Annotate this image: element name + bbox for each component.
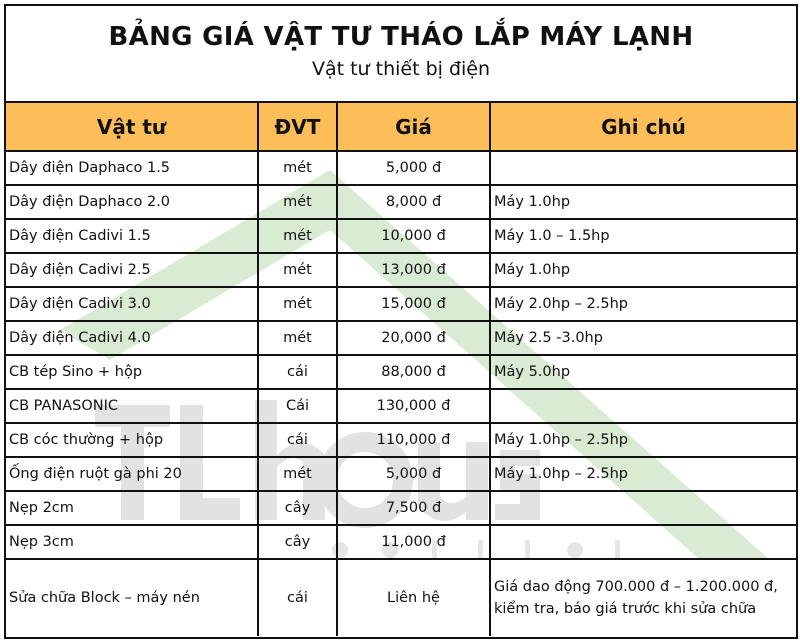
- table-row: CB cóc thường + hộp cái 110,000 đ Máy 1.0hp…: [6, 422, 796, 458]
- cell-unit: mét: [257, 456, 338, 492]
- header-note: Ghi chú: [489, 103, 796, 152]
- cell-unit: mét: [257, 320, 338, 356]
- table-row: Nẹp 3cm cây 11,000 đ: [6, 524, 796, 560]
- table-row: Nẹp 2cm cây 7,500 đ: [6, 490, 796, 526]
- table-row: Sửa chữa Block – máy nén cái Liên hệ Giá da…: [6, 558, 796, 636]
- cell-price: 11,000 đ: [336, 524, 491, 560]
- cell-note: Giá dao động 700.000 đ – 1.200.000 đ, ki…: [489, 558, 796, 636]
- price-sheet: BẢNG GIÁ VẬT TƯ THÁO LẮP MÁY LẠNH Vật tư…: [4, 4, 798, 639]
- cell-note: [489, 150, 796, 186]
- table-row: Dây điện Cadivi 1.5 mét 10,000 đ Máy 1.0 – …: [6, 218, 796, 254]
- title-area: BẢNG GIÁ VẬT TƯ THÁO LẮP MÁY LẠNH Vật tư…: [6, 6, 796, 103]
- table-row: Dây điện Cadivi 3.0 mét 15,000 đ Máy 2.0hp …: [6, 286, 796, 322]
- cell-item-name: Dây điện Cadivi 4.0: [6, 320, 259, 356]
- cell-note: [489, 388, 796, 424]
- cell-item-name: Dây điện Cadivi 2.5: [6, 252, 259, 288]
- cell-unit: mét: [257, 252, 338, 288]
- cell-item-name: CB cóc thường + hộp: [6, 422, 259, 458]
- cell-item-name: CB tép Sino + hộp: [6, 354, 259, 390]
- cell-note: Máy 1.0hp: [489, 252, 796, 288]
- cell-price: 8,000 đ: [336, 184, 491, 220]
- price-table: Vật tư ĐVT Giá Ghi chú Dây điện Daphaco …: [6, 103, 796, 636]
- table-row: CB tép Sino + hộp cái 88,000 đ Máy 5.0hp: [6, 354, 796, 390]
- cell-unit: cây: [257, 490, 338, 526]
- cell-price: 10,000 đ: [336, 218, 491, 254]
- cell-price: 88,000 đ: [336, 354, 491, 390]
- cell-item-name: Dây điện Cadivi 3.0: [6, 286, 259, 322]
- cell-unit: mét: [257, 218, 338, 254]
- cell-price: 130,000 đ: [336, 388, 491, 424]
- cell-price: 20,000 đ: [336, 320, 491, 356]
- cell-note: Máy 1.0hp – 2.5hp: [489, 456, 796, 492]
- cell-item-name: Ống điện ruột gà phi 20: [6, 456, 259, 492]
- cell-price: 110,000 đ: [336, 422, 491, 458]
- cell-item-name: Sửa chữa Block – máy nén: [6, 558, 259, 636]
- cell-note: [489, 524, 796, 560]
- header-unit: ĐVT: [257, 103, 338, 152]
- cell-item-name: Dây điện Cadivi 1.5: [6, 218, 259, 254]
- cell-unit: cái: [257, 558, 338, 636]
- cell-unit: cái: [257, 422, 338, 458]
- cell-note: Máy 2.5 -3.0hp: [489, 320, 796, 356]
- table-row: Ống điện ruột gà phi 20 mét 5,000 đ Máy 1.0…: [6, 456, 796, 492]
- page-subtitle: Vật tư thiết bị điện: [311, 58, 491, 80]
- cell-price: 5,000 đ: [336, 150, 491, 186]
- header-item: Vật tư: [6, 103, 259, 152]
- cell-price: 15,000 đ: [336, 286, 491, 322]
- cell-note: Máy 1.0hp: [489, 184, 796, 220]
- cell-unit: mét: [257, 184, 338, 220]
- page-title: BẢNG GIÁ VẬT TƯ THÁO LẮP MÁY LẠNH: [108, 22, 694, 52]
- cell-unit: mét: [257, 150, 338, 186]
- cell-price: 13,000 đ: [336, 252, 491, 288]
- cell-unit: cái: [257, 354, 338, 390]
- cell-note: Máy 5.0hp: [489, 354, 796, 390]
- cell-unit: Cái: [257, 388, 338, 424]
- cell-note: Máy 1.0hp – 2.5hp: [489, 422, 796, 458]
- table-row: Dây điện Daphaco 1.5 mét 5,000 đ: [6, 150, 796, 186]
- cell-item-name: Dây điện Daphaco 2.0: [6, 184, 259, 220]
- table-row: Dây điện Cadivi 2.5 mét 13,000 đ Máy 1.0hp: [6, 252, 796, 288]
- cell-note: Máy 1.0 – 1.5hp: [489, 218, 796, 254]
- cell-price: Liên hệ: [336, 558, 491, 636]
- cell-price: 7,500 đ: [336, 490, 491, 526]
- header-price: Giá: [336, 103, 491, 152]
- cell-unit: mét: [257, 286, 338, 322]
- cell-item-name: CB PANASONIC: [6, 388, 259, 424]
- cell-item-name: Dây điện Daphaco 1.5: [6, 150, 259, 186]
- table-header-row: Vật tư ĐVT Giá Ghi chú: [6, 103, 796, 152]
- cell-note: Máy 2.0hp – 2.5hp: [489, 286, 796, 322]
- cell-note: [489, 490, 796, 526]
- cell-item-name: Nẹp 2cm: [6, 490, 259, 526]
- cell-price: 5,000 đ: [336, 456, 491, 492]
- cell-item-name: Nẹp 3cm: [6, 524, 259, 560]
- table-row: CB PANASONIC Cái 130,000 đ: [6, 388, 796, 424]
- table-row: Dây điện Daphaco 2.0 mét 8,000 đ Máy 1.0hp: [6, 184, 796, 220]
- cell-unit: cây: [257, 524, 338, 560]
- table-row: Dây điện Cadivi 4.0 mét 20,000 đ Máy 2.5 -3…: [6, 320, 796, 356]
